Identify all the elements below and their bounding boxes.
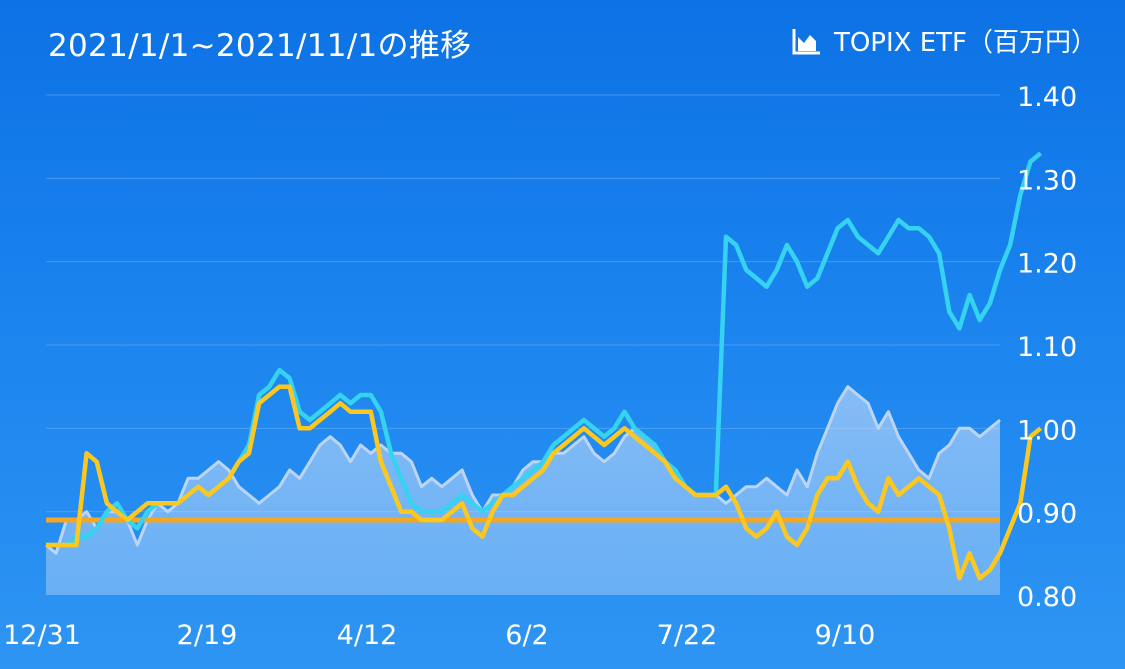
x-tick-label: 2/19 <box>177 620 238 651</box>
y-tick-label: 0.80 <box>1017 582 1077 613</box>
x-tick-label: 6/2 <box>505 620 548 651</box>
topix-area-layer <box>46 386 1000 595</box>
x-axis-tick-labels: 12/31 2/19 4/12 6/2 7/22 9/10 <box>3 620 875 651</box>
y-tick-label: 1.40 <box>1017 82 1077 113</box>
legend-label: TOPIX ETF（百万円） <box>833 28 1097 58</box>
area-chart-icon <box>792 27 822 55</box>
y-axis-tick-labels: 1.40 1.30 1.20 1.10 1.00 0.90 0.80 <box>1017 82 1077 613</box>
x-tick-label: 7/22 <box>657 620 718 651</box>
series-lines-layer <box>45 151 1043 581</box>
y-tick-label: 1.30 <box>1017 165 1077 196</box>
x-tick-label: 4/12 <box>337 620 398 651</box>
topix-line <box>45 385 1001 555</box>
y-tick-label: 1.00 <box>1017 415 1077 446</box>
chart-title: 2021/1/1~2021/11/1の推移 <box>48 28 472 64</box>
x-tick-label: 9/10 <box>815 620 876 651</box>
y-tick-label: 1.10 <box>1017 332 1077 363</box>
topix-area <box>46 386 1000 595</box>
yellow-series-line <box>46 384 1043 581</box>
legend[interactable]: TOPIX ETF（百万円） <box>792 22 1097 59</box>
y-tick-label: 0.90 <box>1017 499 1077 530</box>
y-tick-label: 1.20 <box>1017 249 1077 280</box>
x-tick-label: 12/31 <box>3 620 81 651</box>
